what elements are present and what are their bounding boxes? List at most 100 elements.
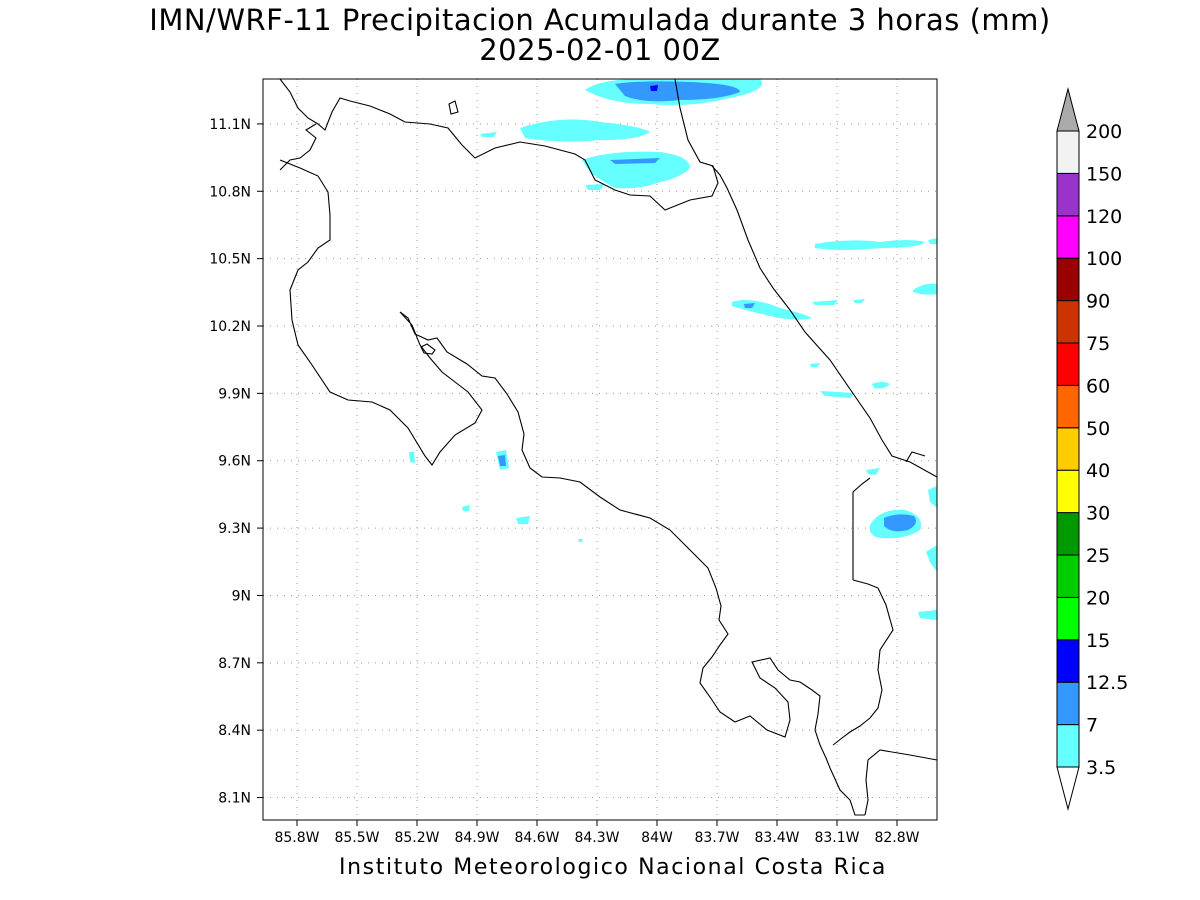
precip-area-east-band [815, 240, 925, 250]
colorbar-label: 120 [1086, 206, 1122, 228]
precip-area-dot [578, 539, 583, 542]
colorbar-swatch [1056, 512, 1080, 556]
precip-area-east-edge-3 [926, 545, 937, 572]
precip-area-east-edge-2 [928, 486, 937, 508]
lat-tick-label: 9N [232, 588, 251, 604]
caribbean-coast [711, 165, 937, 478]
lon-tick-label: 83.1W [814, 830, 859, 846]
precip-area-east-edge [928, 238, 937, 244]
precip-area-north-central [582, 151, 690, 189]
colorbar-swatch [1056, 639, 1080, 683]
map-title: IMN/WRF-11 Precipitacion Acumulada duran… [149, 3, 1051, 37]
lon-tick-label: 84W [641, 830, 673, 846]
colorbar-label: 25 [1086, 545, 1110, 567]
precip-area-east-edge-4 [918, 610, 937, 620]
precipitation-areas [409, 79, 937, 620]
latitude-axis: 11.1N 10.8N 10.5N 10.2N 9.9N 9.6N 9.3N 9N 8.7N 8.… [209, 117, 263, 807]
map-subtitle: 2025-02-01 00Z [479, 33, 721, 67]
precip-area-small-6 [866, 468, 880, 475]
lon-tick-label: 84.6W [514, 830, 559, 846]
precip-area-small-2 [853, 299, 865, 303]
colorbar-upper-triangle [1056, 87, 1080, 132]
precip-area-small-4 [872, 382, 890, 389]
precip-area-west-2 [462, 505, 470, 511]
panama-island-coast [905, 451, 926, 463]
map-grid [263, 79, 937, 820]
colorbar-label: 200 [1086, 121, 1122, 143]
colorbar-swatch [1056, 342, 1080, 386]
colorbar-label: 3.5 [1086, 757, 1116, 779]
precip-area-small-north [585, 184, 605, 190]
gulf-island [420, 343, 436, 355]
precip-area-7mm-southeast [884, 514, 916, 532]
lat-tick-label: 9.6N [218, 454, 251, 470]
lat-tick-label: 9.3N [218, 521, 251, 537]
nicaragua-border [279, 79, 719, 211]
precip-area-7mm-north-central [610, 158, 660, 164]
precip-area-7mm-central [498, 455, 506, 466]
colorbar-lower-triangle [1056, 766, 1080, 811]
lat-tick-label: 11.1N [209, 117, 251, 133]
north-west-island [448, 100, 459, 115]
colorbar-label: 50 [1086, 418, 1110, 440]
lon-tick-label: 85.2W [394, 830, 439, 846]
colorbar-swatch [1056, 427, 1080, 471]
lon-tick-label: 85.5W [334, 830, 379, 846]
colorbar-swatch [1056, 172, 1080, 217]
north-west-coast-bits [279, 123, 317, 171]
colorbar-legend: 3.5 7 12.5 15 20 25 30 40 50 60 75 90 100 120 150 200 [1056, 87, 1128, 811]
colorbar-label: 30 [1086, 503, 1110, 525]
lat-tick-label: 10.8N [209, 184, 251, 200]
pacific-coast-east [832, 579, 894, 746]
precip-area-caribbean-mid [732, 300, 812, 320]
lon-tick-label: 82.8W [874, 830, 919, 846]
lat-tick-label: 8.1N [218, 791, 251, 807]
colorbar-swatch [1056, 724, 1080, 768]
lon-tick-label: 83.7W [694, 830, 739, 846]
lat-tick-label: 8.7N [218, 656, 251, 672]
colorbar-label: 7 [1086, 715, 1098, 737]
lon-tick-label: 83.4W [754, 830, 799, 846]
lat-tick-label: 10.2N [209, 319, 251, 335]
panama-coast-south [864, 749, 937, 816]
colorbar-swatch [1056, 257, 1080, 302]
longitude-axis: 85.8W 85.5W 85.2W 84.9W 84.6W 84.3W 84W 83.7W 83… [274, 820, 920, 846]
colorbar-swatch [1056, 469, 1080, 514]
precip-area-central-2 [516, 516, 530, 524]
precip-area-nicaragua-band [520, 119, 650, 142]
colorbar-label: 12.5 [1086, 672, 1128, 694]
colorbar-swatch [1056, 215, 1080, 259]
footer-credit: Instituto Meteorologico Nacional Costa R… [339, 855, 887, 880]
colorbar-label: 90 [1086, 291, 1110, 313]
pacific-coast [279, 159, 865, 816]
lat-tick-label: 10.5N [209, 252, 251, 268]
precip-area-12mm-north [650, 85, 658, 91]
colorbar-swatch [1056, 681, 1080, 726]
precip-area-small-3 [810, 363, 820, 367]
colorbar-label: 60 [1086, 375, 1110, 397]
colorbar-label: 75 [1086, 333, 1110, 355]
colorbar-swatch [1056, 596, 1080, 641]
precip-area-east-right [913, 283, 937, 295]
precip-area-north-tip [480, 132, 497, 137]
map-frame [262, 78, 938, 821]
lat-tick-label: 8.4N [218, 723, 251, 739]
colorbar-swatch [1056, 300, 1080, 344]
lat-tick-label: 9.9N [218, 386, 251, 402]
panama-border [852, 477, 871, 580]
colorbar-swatch [1056, 384, 1080, 429]
precip-area-west-1 [409, 452, 415, 463]
lon-tick-label: 84.9W [454, 830, 499, 846]
coastline [279, 79, 937, 816]
colorbar-label: 100 [1086, 248, 1122, 270]
colorbar-swatch [1056, 554, 1080, 598]
colorbar-label: 40 [1086, 460, 1110, 482]
colorbar-swatch [1056, 130, 1080, 174]
colorbar-label: 20 [1086, 587, 1110, 609]
precip-area-7mm-mid [744, 303, 755, 308]
lon-tick-label: 84.3W [574, 830, 619, 846]
precip-area-small-1 [812, 300, 838, 305]
colorbar-label: 15 [1086, 630, 1110, 652]
colorbar-label: 150 [1086, 163, 1122, 185]
